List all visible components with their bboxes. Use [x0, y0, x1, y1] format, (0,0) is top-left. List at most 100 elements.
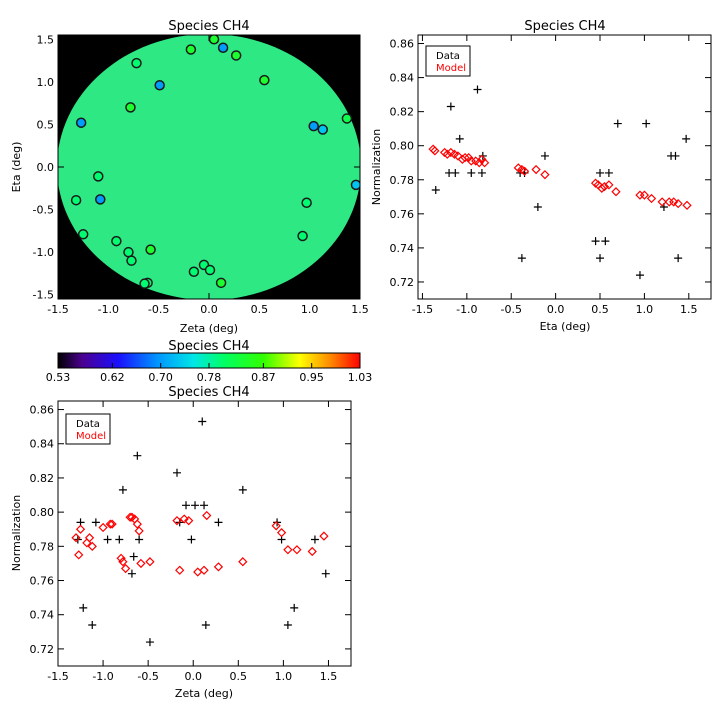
eta-data-point: [451, 168, 460, 177]
map-point: [93, 171, 104, 182]
zeta-model-point: [199, 565, 209, 575]
zeta-data-point: [127, 569, 136, 578]
eta-data-point: [533, 203, 542, 212]
zeta-ytick-label: 0.86: [30, 404, 55, 417]
zeta-data-point: [321, 569, 330, 578]
eta-model-point: [479, 158, 490, 168]
zeta-data-point: [290, 603, 299, 612]
zeta-data-point: [145, 638, 154, 647]
map-point: [154, 79, 165, 91]
eta-model-point: [460, 152, 470, 163]
eta-model-point: [646, 193, 657, 204]
map-point: [111, 235, 122, 247]
zeta-model-point: [107, 519, 117, 529]
map-point: [317, 124, 329, 135]
eta-model-point: [453, 151, 463, 161]
zeta-model-point: [202, 510, 212, 521]
eta-legend-data: Data: [436, 51, 460, 62]
eta-data-point: [596, 254, 605, 263]
zeta-model-point: [75, 524, 86, 534]
eta-data-point: [601, 237, 610, 246]
zeta-data-point: [201, 620, 210, 629]
eta-ylabel: Normalization: [370, 129, 383, 205]
map-xtick-label: -0.5: [148, 303, 169, 316]
eta-data-point: [446, 102, 455, 111]
zeta-data-point: [173, 468, 182, 477]
map-point: [77, 229, 89, 240]
eta-data-point: [540, 151, 549, 160]
zeta-model-point: [276, 527, 287, 538]
zeta-title: Species CH4: [168, 385, 249, 400]
eta-ytick-label: 0.84: [390, 72, 415, 85]
map-point: [125, 102, 136, 113]
eta-ytick-label: 0.82: [390, 106, 415, 119]
map-point: [341, 113, 353, 124]
zeta-data-point: [310, 535, 319, 544]
map-point: [259, 74, 270, 86]
zeta-xtick-label: -1.5: [47, 670, 68, 683]
map-point: [308, 120, 319, 132]
zeta-model-point: [134, 526, 144, 536]
zeta-data-point: [191, 501, 200, 510]
eta-data-point: [467, 168, 476, 177]
map-xlabel: Zeta (deg): [180, 322, 238, 335]
map-xtick-label: 1.5: [351, 303, 369, 316]
zeta-data-point: [129, 552, 138, 561]
zeta-xtick-label: 0.0: [184, 670, 202, 683]
map-point: [215, 277, 227, 289]
eta-xtick-label: 1.0: [636, 303, 654, 316]
zeta-marks: [71, 417, 330, 647]
zeta-model-point: [136, 558, 146, 569]
zeta-ytick-label: 0.74: [30, 609, 55, 622]
eta-axes: -1.5 -1.0 -0.5 0.0 0.5 1.0 1.5 0.72 0.74 0.76 0.78…: [390, 35, 711, 316]
zeta-data-point: [118, 485, 127, 494]
map-point: [188, 266, 200, 277]
zeta-ytick-label: 0.80: [30, 506, 55, 519]
map-point: [204, 264, 216, 276]
zeta-model-point: [105, 519, 115, 529]
colorbar-tick-label: 0.70: [148, 371, 173, 384]
zeta-model-point: [307, 546, 317, 557]
eta-model-point: [599, 181, 610, 192]
eta-model-point: [519, 166, 530, 176]
map-point: [95, 194, 106, 205]
map-point: [123, 246, 134, 258]
zeta-data-point: [200, 501, 209, 510]
eta-data-point: [635, 271, 644, 280]
map-point: [230, 50, 242, 61]
zeta-model-point: [283, 545, 293, 555]
zeta-model-point: [125, 512, 135, 522]
zeta-model-point: [175, 565, 185, 575]
eta-xlabel: Eta (deg): [540, 320, 591, 333]
zeta-model-point: [116, 553, 126, 563]
map-title: Species CH4: [168, 19, 249, 34]
map-panel: Species CH4 -1.5 -1.0 -0.5 0.0 0.5 1.0 1.5-1.5…: [10, 19, 369, 335]
map-point: [297, 230, 308, 242]
eta-data-point: [642, 119, 651, 128]
map-point: [70, 194, 82, 206]
zeta-model-point: [238, 557, 248, 567]
eta-model-point: [597, 183, 607, 193]
eta-xtick-label: 0.0: [547, 303, 565, 316]
eta-model-point: [540, 170, 550, 180]
map-axes: -1.5 -1.0 -0.5 0.0 0.5 1.0 1.5 -1.5 -1.0 -0.5 0.0 0…: [33, 33, 369, 316]
map-ytick-label: 1.5: [37, 33, 55, 46]
colorbar-tick-label: 0.78: [197, 371, 222, 384]
eta-legend: Data Model: [425, 45, 471, 77]
zeta-data-point: [133, 451, 142, 460]
zeta-legend: Data Model: [65, 413, 111, 445]
zeta-model-point: [87, 541, 97, 551]
zeta-model-point: [319, 531, 329, 541]
eta-xtick-label: 0.5: [591, 303, 609, 316]
zeta-ylabel: Normalization: [10, 495, 23, 571]
eta-ytick-label: 0.76: [390, 208, 415, 221]
zeta-legend-box: [65, 413, 111, 445]
zeta-legend-data: Data: [76, 419, 100, 430]
zeta-data-point: [187, 535, 196, 544]
eta-xtick-label: -1.0: [456, 303, 477, 316]
eta-data-point: [473, 85, 482, 94]
eta-title: Species CH4: [524, 19, 605, 34]
eta-model-point: [639, 190, 650, 200]
zeta-xlabel: Zeta (deg): [175, 687, 233, 700]
map-point: [350, 179, 360, 191]
